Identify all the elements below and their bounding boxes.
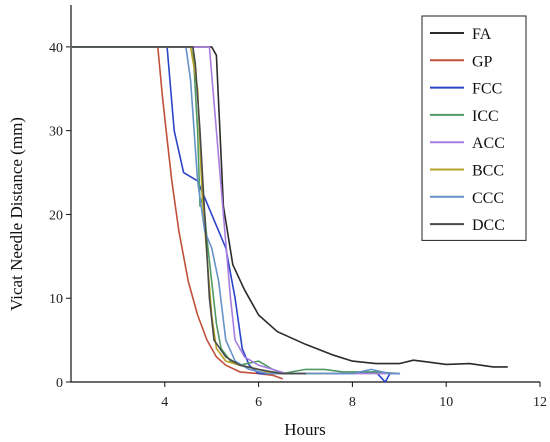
x-tick-label-12: 12: [533, 395, 547, 410]
x-tick-label-8: 8: [349, 395, 356, 410]
x-tick-label-4: 4: [161, 395, 168, 410]
series-line-dcc: [70, 46, 307, 375]
series-line-fcc: [70, 46, 401, 383]
axes-layer: 4 6 8 10 12 0 10 20 30 40: [49, 5, 547, 410]
x-tick-label-10: 10: [439, 395, 453, 410]
y-tick-label-0: 0: [56, 376, 63, 391]
x-tick-label-6: 6: [255, 395, 262, 410]
legend-label-ccc: CCC: [472, 190, 504, 207]
legend-label-acc: ACC: [472, 135, 505, 152]
y-axis-title: Vicat Needle Distance (mm): [7, 117, 26, 311]
legend-label-bcc: BCC: [472, 163, 504, 180]
legend-label-gp: GP: [472, 53, 493, 70]
legend-label-fcc: FCC: [472, 81, 502, 98]
series-line-ccc: [70, 46, 401, 375]
y-tick-label-10: 10: [49, 292, 63, 307]
series-layer: [70, 46, 508, 383]
y-tick-label-40: 40: [49, 41, 63, 56]
x-axis-title: Hours: [284, 420, 326, 439]
legend-label-dcc: DCC: [472, 217, 505, 234]
series-line-bcc: [70, 46, 330, 375]
legend-label-icc: ICC: [472, 108, 499, 125]
series-line-acc: [70, 46, 401, 375]
series-line-icc: [70, 46, 401, 375]
legend-label-fa: FA: [472, 26, 492, 43]
y-tick-label-30: 30: [49, 125, 63, 140]
series-line-gp: [70, 46, 283, 380]
legend-box: [421, 15, 527, 241]
legend: FA GP FCC ICC ACC BCC CCC DCC: [421, 15, 527, 241]
y-tick-label-20: 20: [49, 208, 63, 223]
